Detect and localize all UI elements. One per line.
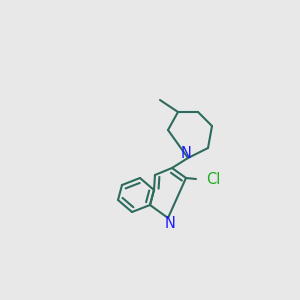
Text: Cl: Cl	[206, 172, 220, 188]
Text: N: N	[181, 146, 191, 161]
Text: N: N	[165, 215, 176, 230]
